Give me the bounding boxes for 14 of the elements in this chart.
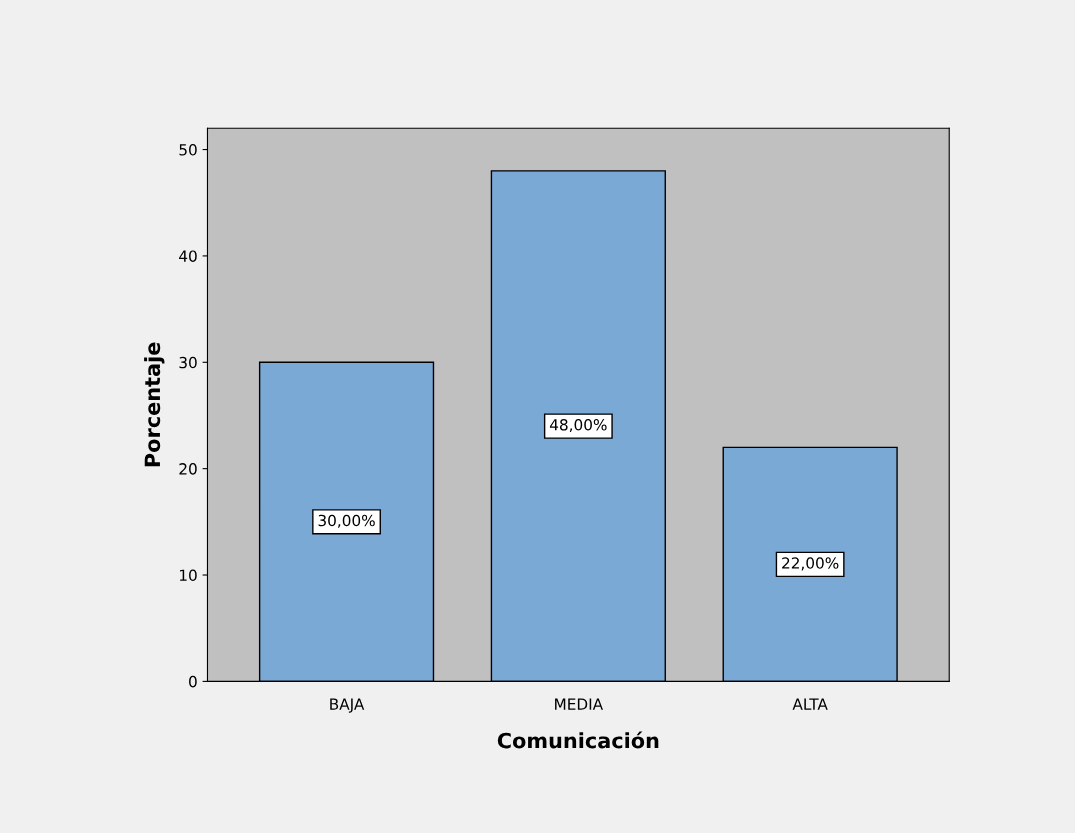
y-tick-label: 50: [179, 144, 197, 156]
data-label: 22,00%: [782, 557, 839, 571]
x-tick-label: MEDIA: [555, 698, 603, 710]
y-tick-label: 40: [179, 250, 197, 262]
x-tick-label: BAJA: [330, 698, 365, 713]
y-tick-label: 0: [189, 675, 197, 688]
x-axis-title: Comunicación: [497, 731, 659, 749]
y-axis-title: Porcentaje: [144, 342, 165, 467]
x-tick-label: ALTA: [792, 698, 828, 710]
y-tick-label: 30: [179, 356, 197, 369]
y-tick-label: 10: [179, 569, 197, 582]
y-tick-label: 20: [179, 463, 197, 475]
data-label: 48,00%: [549, 418, 607, 433]
data-label: 30,00%: [318, 514, 375, 528]
